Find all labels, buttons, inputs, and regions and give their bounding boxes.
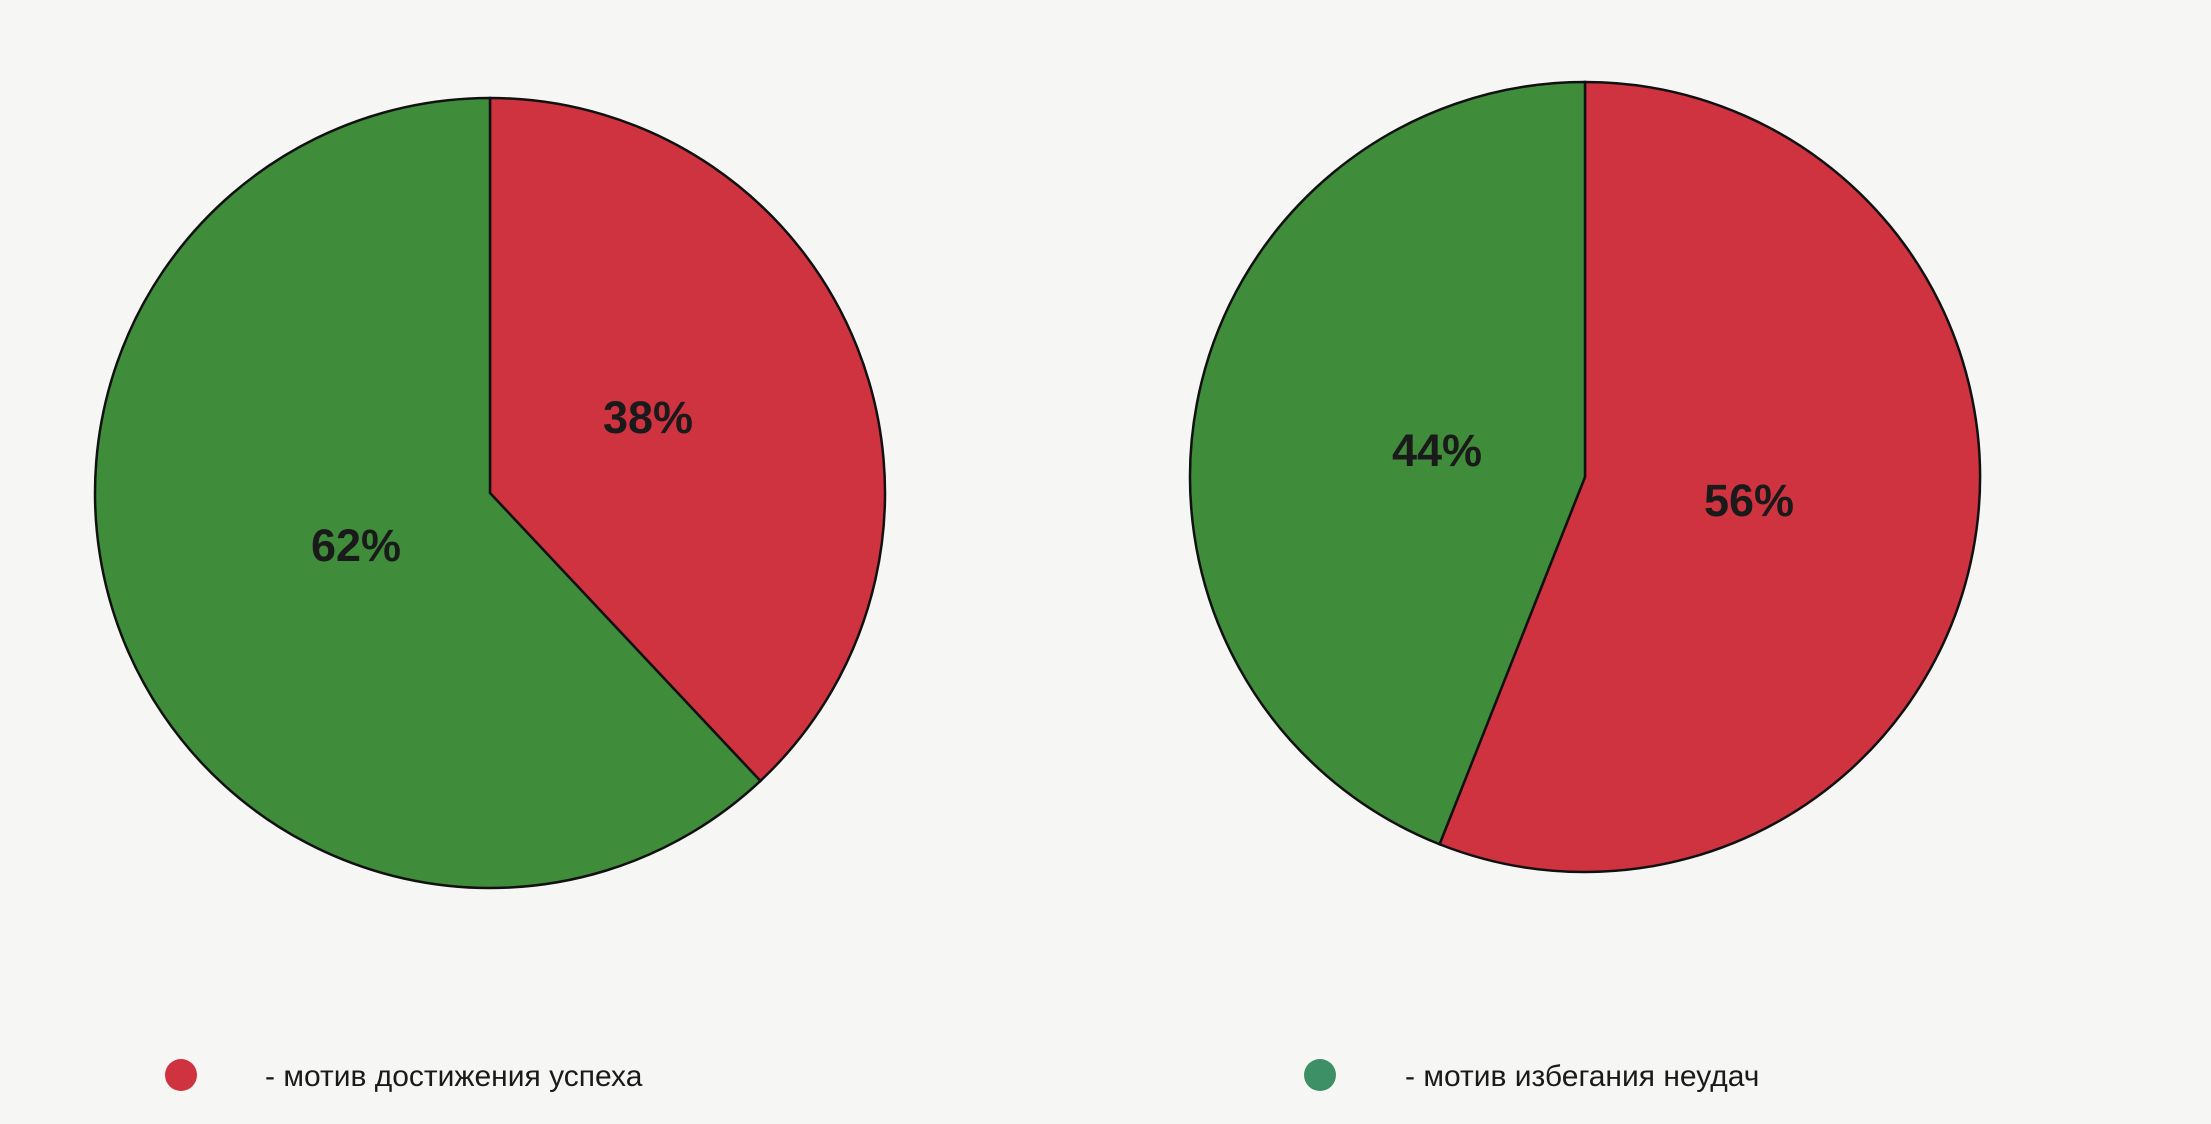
pie-chart-left: 38% 62% <box>93 96 887 890</box>
slice-label-failure-avoidance: 62% <box>311 520 401 571</box>
slice-label-success: 56% <box>1704 475 1794 526</box>
legend-label-failure-avoidance: - мотив избегания неудач <box>1405 1060 1759 1093</box>
pie-slice-success <box>1437 80 1982 874</box>
pie-chart-right: 56% 44% <box>1188 80 1982 874</box>
legend-swatch-success <box>165 1059 197 1091</box>
slice-label-success: 38% <box>603 392 693 443</box>
legend-swatch-failure-avoidance <box>1304 1059 1336 1091</box>
pie-slice-failure-avoidance <box>93 96 763 890</box>
pie-slice-failure-avoidance <box>1188 80 1587 846</box>
pie-slice-success <box>488 96 887 783</box>
legend-item-success: - мотив достижения успеха <box>165 1059 643 1093</box>
slice-label-failure-avoidance: 44% <box>1392 425 1482 476</box>
legend: - мотив достижения успеха - мотив избега… <box>165 1059 1759 1093</box>
legend-label-success: - мотив достижения успеха <box>265 1060 643 1093</box>
legend-item-failure-avoidance: - мотив избегания неудач <box>1304 1059 1759 1093</box>
